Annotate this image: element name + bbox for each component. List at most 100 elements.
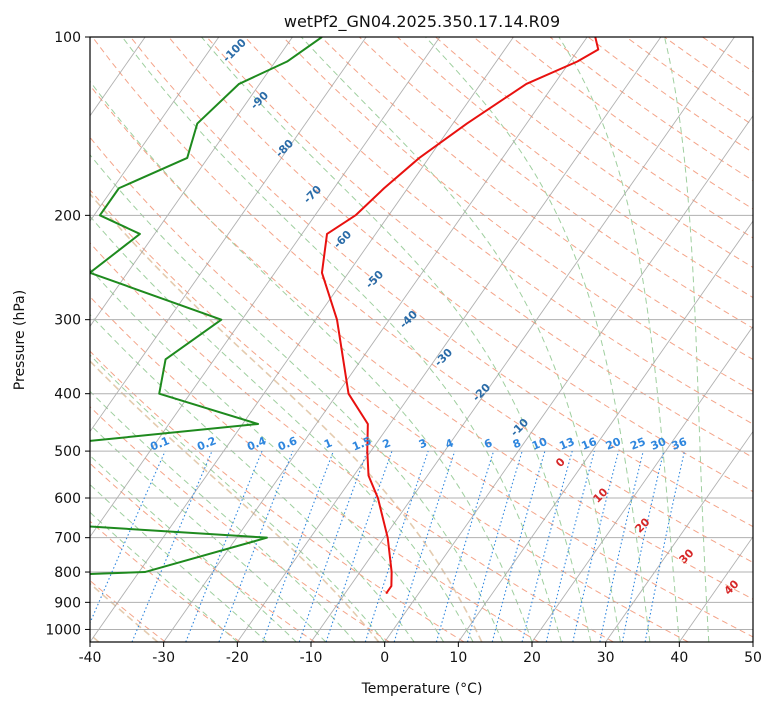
moist-adiabat [558, 37, 680, 642]
moist-adiabat [90, 268, 445, 642]
moist-adiabat [90, 423, 327, 642]
mixing-ratio-label: 1 [322, 436, 334, 451]
mixing-ratio-line [325, 450, 393, 642]
mixing-ratio-line [521, 450, 573, 642]
moist-adiabat [664, 37, 710, 642]
moist-adiabat [201, 37, 592, 642]
mixing-ratio-label: 25 [628, 435, 647, 453]
x-axis-ticks: -40 -30 -20 -10 0 10 20 30 40 50 [79, 642, 762, 666]
dewpoint-line [90, 37, 323, 576]
isotherm [90, 37, 514, 642]
dry-adiabat [206, 37, 753, 459]
mixing-ratio-line [466, 450, 523, 642]
isotherm [605, 430, 753, 642]
y-tick-label: 600 [54, 491, 81, 507]
moist-adiabat [121, 37, 562, 642]
dry-adiabat [168, 37, 753, 493]
x-axis-label: Temperature (°C) [361, 681, 483, 697]
theta-e-lines [90, 192, 483, 642]
dry-adiabat [90, 242, 614, 642]
mixing-ratio-label: 16 [579, 435, 598, 453]
isotherm [531, 325, 753, 642]
x-tick-label: 10 [449, 650, 467, 666]
mixing-ratio-line [218, 450, 294, 642]
x-tick-label: -40 [79, 650, 102, 666]
dry-adiabat [397, 37, 753, 299]
y-axis-label: Pressure (hPa) [12, 290, 28, 390]
y-tick-label: 800 [54, 565, 81, 581]
mixing-ratio-line [262, 450, 334, 642]
mixing-ratio-lines [90, 450, 686, 642]
skewed-isotherms [90, 37, 753, 642]
x-tick-label: 40 [670, 650, 688, 666]
moist-adiabat [90, 80, 533, 642]
y-tick-label: 100 [54, 30, 81, 46]
theta-e-line [90, 192, 483, 642]
sounding-series [90, 37, 600, 595]
temperature-line [320, 37, 600, 595]
mixing-ratio-line [131, 450, 213, 642]
dry-adiabat [91, 37, 753, 563]
mixing-ratio-line [435, 450, 495, 642]
dry-adiabat [130, 37, 753, 528]
moist-adiabat [90, 390, 356, 642]
isotherm [384, 115, 753, 642]
pressure-gridlines [90, 37, 753, 630]
x-tick-label: 0 [380, 650, 389, 666]
isotherm [90, 37, 441, 538]
isotherm [90, 37, 220, 222]
dry-adiabat [320, 37, 753, 361]
x-tick-label: 20 [523, 650, 541, 666]
mixing-ratio-line [545, 450, 595, 642]
mixing-ratio-line [572, 450, 620, 642]
moist-adiabat [90, 511, 238, 642]
x-tick-label: 30 [597, 650, 615, 666]
dry-adiabat [90, 189, 689, 642]
isotherm [163, 37, 588, 642]
isotherm [310, 37, 735, 642]
moist-adiabat [90, 354, 386, 642]
x-tick-label: -20 [226, 650, 249, 666]
y-tick-label: 700 [54, 531, 81, 547]
x-tick-label: -10 [300, 650, 323, 666]
isotherm [457, 220, 753, 642]
isotherm [678, 535, 753, 642]
mixing-ratio-label: 30 [649, 435, 668, 453]
theta-e-line [90, 360, 380, 642]
dry-adiabat [90, 406, 390, 642]
y-tick-label: 300 [54, 313, 81, 329]
y-tick-label: 200 [54, 208, 81, 224]
moist-adiabats [90, 37, 710, 642]
isotherm [236, 37, 662, 642]
mixing-ratio-line [185, 450, 263, 642]
moist-adiabat [90, 215, 474, 642]
dry-adiabat [358, 37, 753, 329]
moist-adiabat [300, 37, 621, 642]
mixing-ratio-line [599, 450, 644, 642]
mixing-ratio-label: 2 [381, 436, 393, 451]
moist-adiabat [90, 454, 297, 642]
chart-title: wetPf2_GN04.2025.350.17.14.R09 [284, 12, 560, 32]
y-tick-label: 900 [54, 595, 81, 611]
y-axis-ticks: 100 200 300 400 500 600 700 800 900 1000 [45, 30, 90, 638]
dry-adiabat [90, 462, 315, 642]
mixing-ratio-line [491, 450, 546, 642]
mixing-ratio-label: 20 [604, 435, 623, 453]
y-tick-label: 400 [54, 387, 81, 403]
mixing-ratio-label: 3 [417, 436, 429, 451]
mixing-ratio-label: 36 [670, 435, 689, 453]
isotherm [90, 37, 367, 433]
plot-area: -100-90-80-70-60-50-40-30-20-10 0.1 0.2 0.… [90, 37, 753, 642]
mixing-ratio-line [298, 450, 368, 642]
moist-adiabat [90, 483, 268, 642]
mixing-ratio-label: 13 [557, 435, 576, 453]
mixing-ratio-line [393, 450, 456, 642]
plot-frame [89, 36, 754, 643]
x-tick-label: 50 [744, 650, 762, 666]
mixing-ratio-label: 8 [511, 436, 523, 451]
mixing-ratio-line [90, 450, 166, 625]
isotherm [90, 37, 293, 328]
x-tick-label: -30 [152, 650, 175, 666]
